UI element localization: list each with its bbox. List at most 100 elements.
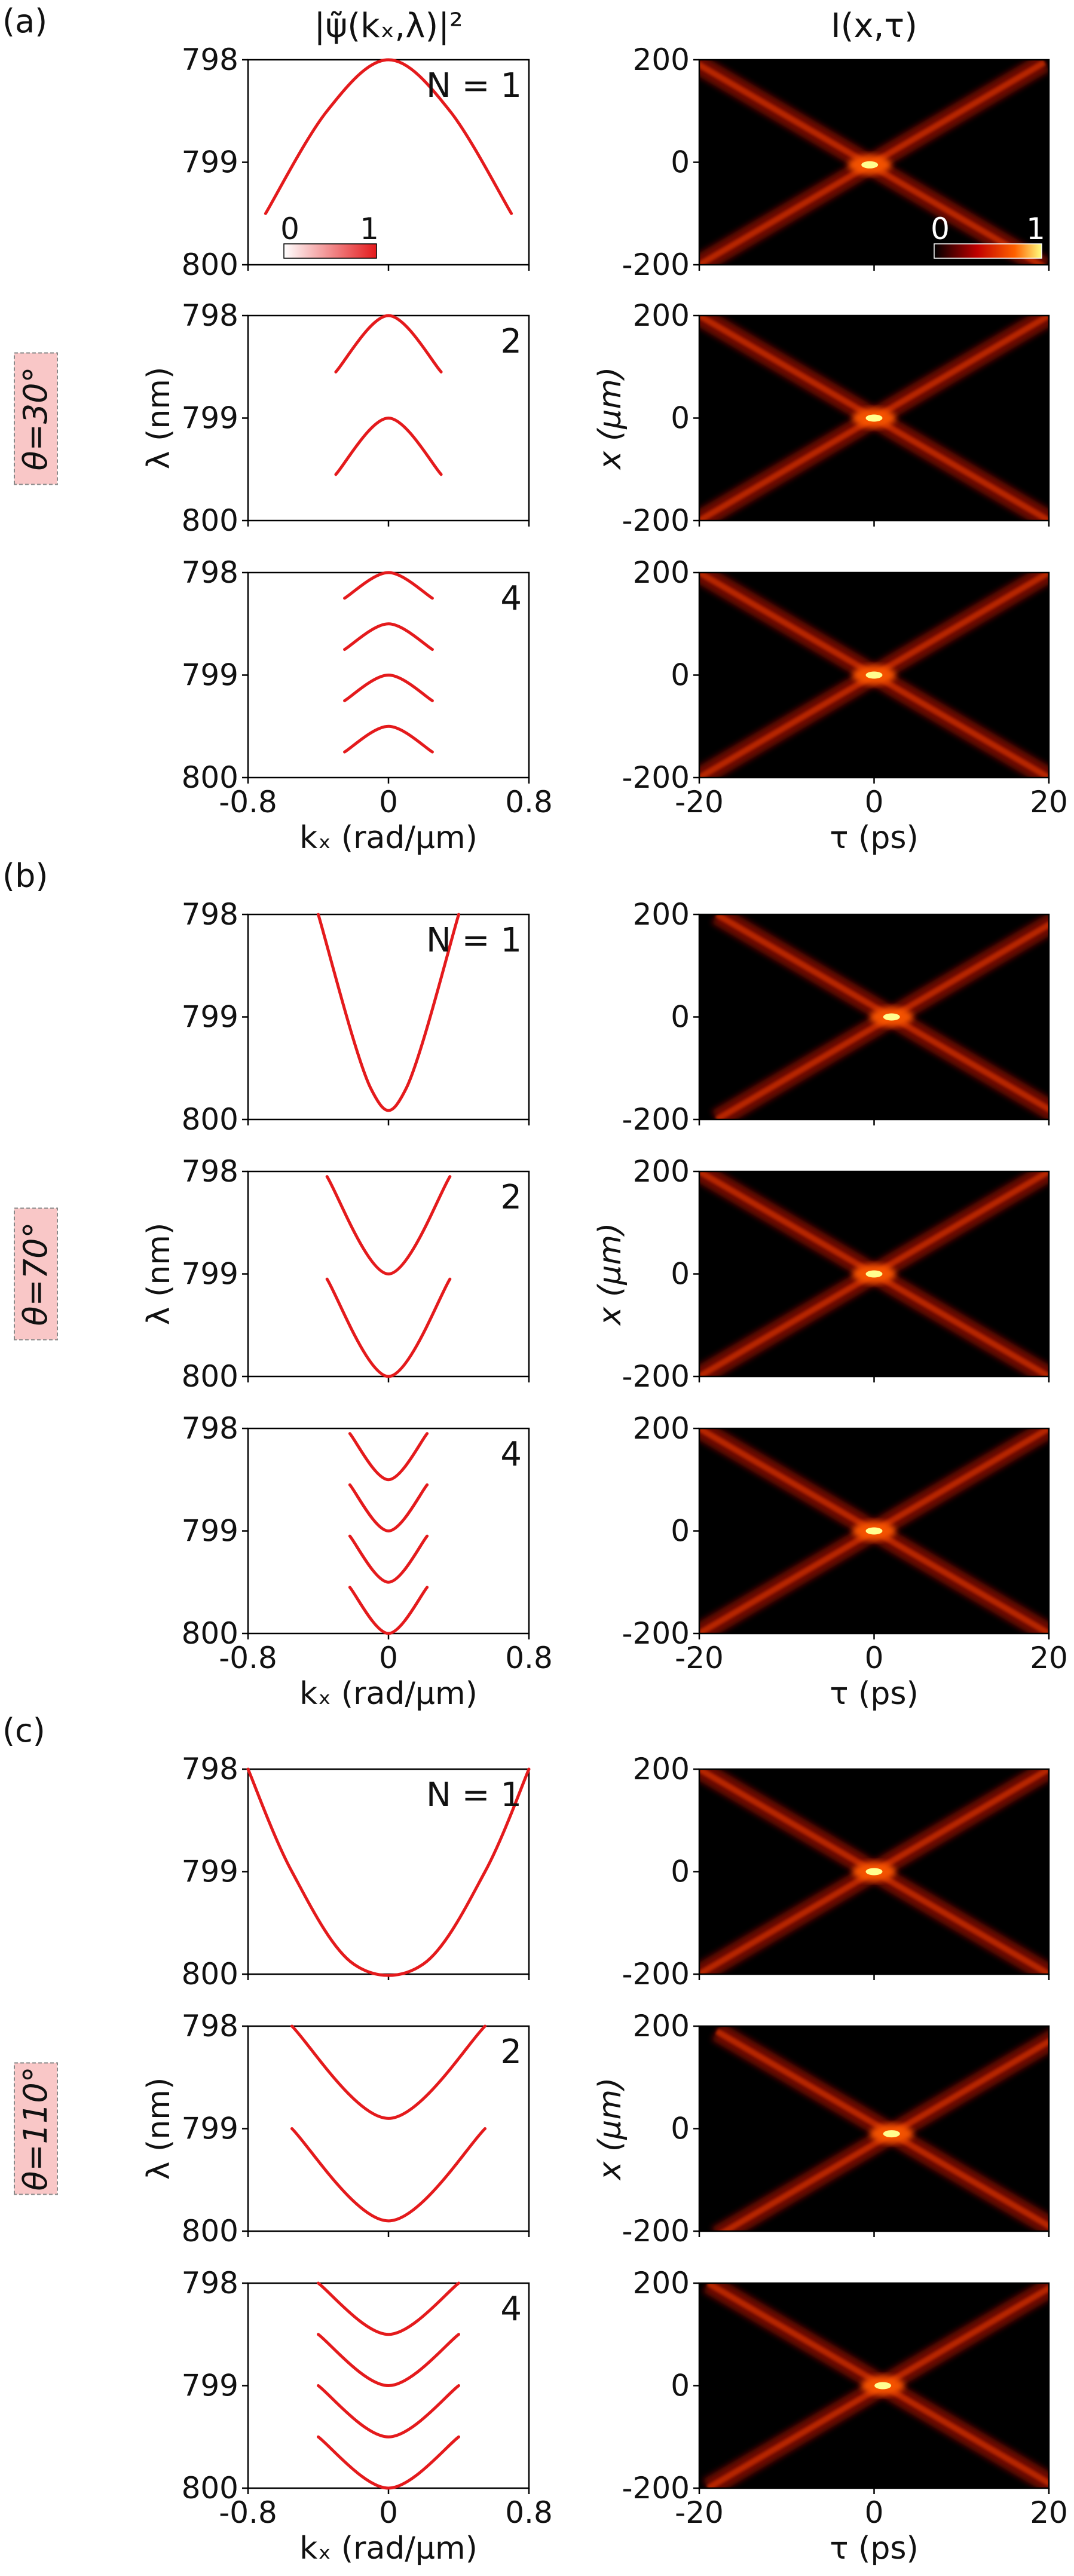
spectrum-band-2	[317, 2384, 460, 2439]
y-tick-label: 798	[182, 42, 238, 77]
y-tick-label: 0	[671, 1514, 690, 1549]
spectrum-band-0	[334, 314, 443, 374]
intensity-content	[703, 2283, 1049, 2488]
n-label: 4	[500, 1435, 522, 1474]
x-tick-label: -0.8	[219, 1641, 277, 1675]
intensity-panel-2-0: 200 0 -200	[622, 1752, 1050, 1991]
y-tick-label: 800	[182, 1359, 238, 1394]
spectrum-panel-2-2: 798 799 800-0.8 0 0.8 4 kₓ (rad/μm)	[182, 2266, 553, 2566]
spectrum-frame	[247, 2025, 530, 2232]
spectrum-band-0	[317, 913, 460, 1112]
y-tick-label: 200	[633, 42, 690, 77]
y-tick-label: 200	[633, 2266, 690, 2300]
intensity-peak	[865, 1868, 883, 1876]
y-tick-label: 799	[182, 145, 238, 180]
group-label-2: (c)	[2, 1712, 45, 1749]
intensity-xlabel: τ (ps)	[830, 2531, 919, 2566]
left-column-title: |ψ̃(kₓ,λ)|²	[314, 7, 463, 45]
theta-badge-1: θ=70°	[14, 1207, 58, 1341]
y-tick-label: 0	[671, 2369, 690, 2403]
spectrum-ylabel-text: λ (nm)	[141, 2078, 177, 2180]
spectrum-band-2	[343, 673, 434, 702]
intensity-peak	[874, 2382, 892, 2390]
x-tick-label: 0.8	[505, 785, 553, 819]
spectrum-panel-0-2: 798 799 800-0.8 0 0.8 4 kₓ (rad/μm)	[182, 555, 553, 856]
y-tick-label: 799	[182, 1514, 238, 1549]
y-tick-label: 800	[182, 2214, 238, 2248]
spectrum-band-1	[317, 2333, 460, 2388]
theta-label: θ=110°	[17, 2066, 54, 2190]
spectrum-band-0	[264, 58, 513, 215]
colorbar-left-bar	[283, 243, 377, 259]
y-tick-label: 799	[182, 658, 238, 693]
spectrum-band-0	[290, 2024, 487, 2120]
spectrum-band-3	[317, 2435, 460, 2490]
y-tick-label: 800	[182, 1102, 238, 1137]
y-tick-label: 799	[182, 401, 238, 436]
intensity-peak	[865, 671, 883, 679]
x-tick-label: -20	[675, 1641, 724, 1675]
theta-badge-box	[14, 2062, 58, 2195]
intensity-content	[699, 1769, 1049, 1974]
y-tick-label: 0	[671, 1257, 690, 1292]
x-tick-label: 20	[1030, 785, 1068, 819]
x-tick-label: -0.8	[219, 785, 277, 819]
spectrum-ylabel-text: λ (nm)	[141, 367, 177, 470]
spectrum-band-1	[325, 1277, 452, 1378]
colorbar-left-max: 1	[360, 212, 379, 246]
spectrum-band-0	[343, 571, 434, 600]
intensity-peak	[865, 1270, 883, 1278]
spectrum-panel-0-0: 798 799 800 N = 1	[182, 42, 530, 282]
spectrum-band-0	[317, 2281, 460, 2336]
spectrum-band-1	[348, 1483, 429, 1533]
y-tick-label: 0	[671, 2112, 690, 2146]
n-label: 2	[500, 322, 522, 361]
x-tick-label: 0	[379, 1641, 398, 1675]
intensity-content	[711, 914, 1049, 1119]
y-tick-label: 799	[182, 2369, 238, 2403]
y-tick-label: 0	[671, 1855, 690, 1889]
intensity-content	[711, 2026, 1049, 2231]
theta-badge-2: θ=110°	[14, 2062, 58, 2195]
y-tick-label: -200	[622, 1102, 690, 1137]
y-tick-label: 0	[671, 1000, 690, 1035]
x-tick-label: 0	[379, 785, 398, 819]
spectrum-panel-1-0: 798 799 800 N = 1	[182, 897, 530, 1137]
y-tick-label: 798	[182, 897, 238, 932]
spectrum-band-0	[246, 1767, 531, 1977]
y-tick-label: -200	[622, 1359, 690, 1394]
intensity-ylabel-text: x (μm)	[592, 2078, 628, 2182]
x-tick-label: 0.8	[505, 1641, 553, 1675]
theta-label: θ=70°	[17, 1222, 54, 1326]
y-tick-label: 0	[671, 658, 690, 693]
spectrum-panel-1-1: 798 799 800 2 λ (nm)	[141, 1154, 530, 1394]
colorbar-right-max: 1	[1026, 212, 1045, 246]
intensity-xlabel: τ (ps)	[830, 1676, 919, 1712]
n-label: 2	[500, 2033, 522, 2072]
y-tick-label: 798	[182, 2266, 238, 2300]
y-tick-label: 200	[633, 897, 690, 932]
spectrum-band-0	[325, 1175, 452, 1276]
spectrum-xlabel: kₓ (rad/μm)	[299, 820, 478, 856]
y-tick-label: 200	[633, 2009, 690, 2043]
y-tick-label: -200	[622, 247, 690, 282]
x-tick-label: -20	[675, 2495, 724, 2530]
right-column-title: I(x,τ)	[831, 7, 917, 45]
intensity-panel-1-0: 200 0 -200	[622, 897, 1050, 1137]
intensity-content	[699, 1428, 1049, 1633]
colorbar-right-bar	[934, 243, 1042, 259]
x-tick-label: 0	[865, 785, 884, 819]
y-tick-label: 798	[182, 298, 238, 333]
y-tick-label: -200	[622, 2471, 690, 2505]
y-tick-label: 800	[182, 2471, 238, 2505]
group-label-0: (a)	[2, 2, 47, 40]
y-tick-label: 798	[182, 555, 238, 590]
y-tick-label: 0	[671, 401, 690, 436]
spectrum-xlabel: kₓ (rad/μm)	[299, 2531, 478, 2566]
y-tick-label: 798	[182, 2009, 238, 2043]
